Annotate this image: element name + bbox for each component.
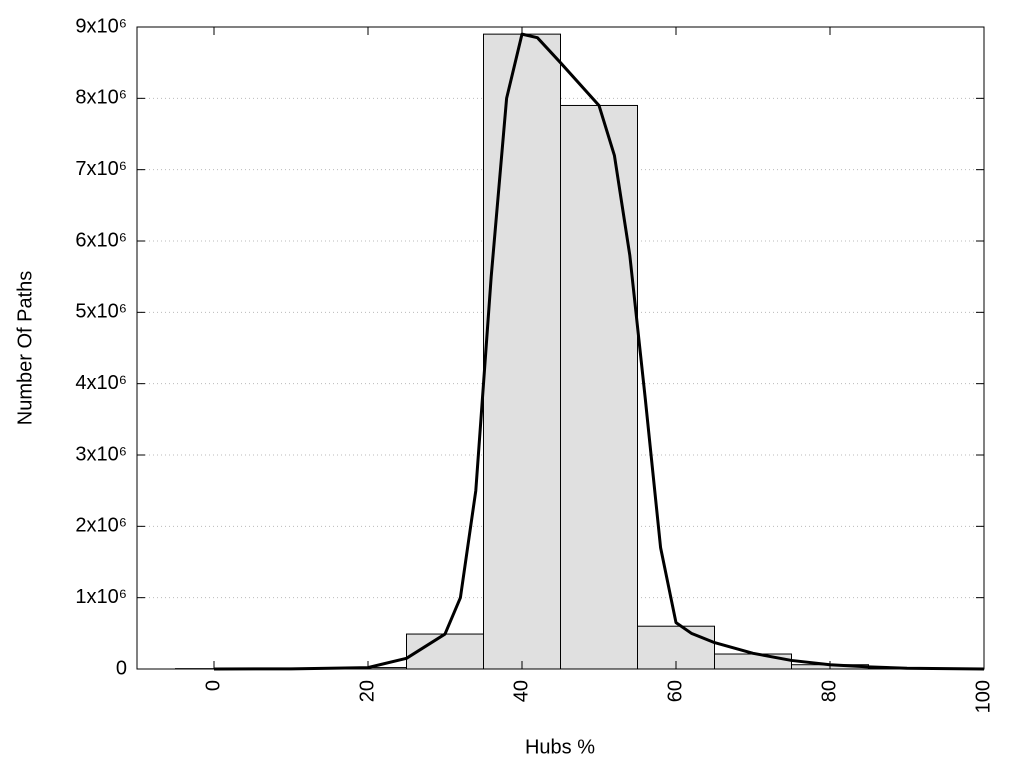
x-tick-label: 20 xyxy=(356,680,378,702)
x-tick-label: 100 xyxy=(972,680,994,713)
plot-frame xyxy=(136,26,985,670)
bar xyxy=(560,104,638,670)
y-tick-label: 9x10⁶ xyxy=(75,15,127,37)
y-tick-label: 0 xyxy=(116,657,127,679)
y-axis-label: Number Of Paths xyxy=(14,271,36,426)
bar xyxy=(483,33,561,670)
x-tick-label: 40 xyxy=(510,680,532,702)
bar xyxy=(714,653,792,670)
x-tick-label: 0 xyxy=(202,680,224,691)
y-tick-label: 8x10⁶ xyxy=(75,87,127,109)
y-tick-label: 1x10⁶ xyxy=(75,586,127,608)
y-tick-label: 3x10⁶ xyxy=(75,443,127,465)
y-tick-label: 4x10⁶ xyxy=(75,372,127,394)
x-tick-label: 80 xyxy=(818,680,840,702)
x-tick-label: 60 xyxy=(664,680,686,702)
y-tick-label: 6x10⁶ xyxy=(75,229,127,251)
y-tick-label: 7x10⁶ xyxy=(75,158,127,180)
x-axis-label: Hubs % xyxy=(525,736,595,758)
y-tick-label: 2x10⁶ xyxy=(75,515,127,537)
curve xyxy=(213,32,985,671)
y-tick-label: 5x10⁶ xyxy=(75,301,127,323)
